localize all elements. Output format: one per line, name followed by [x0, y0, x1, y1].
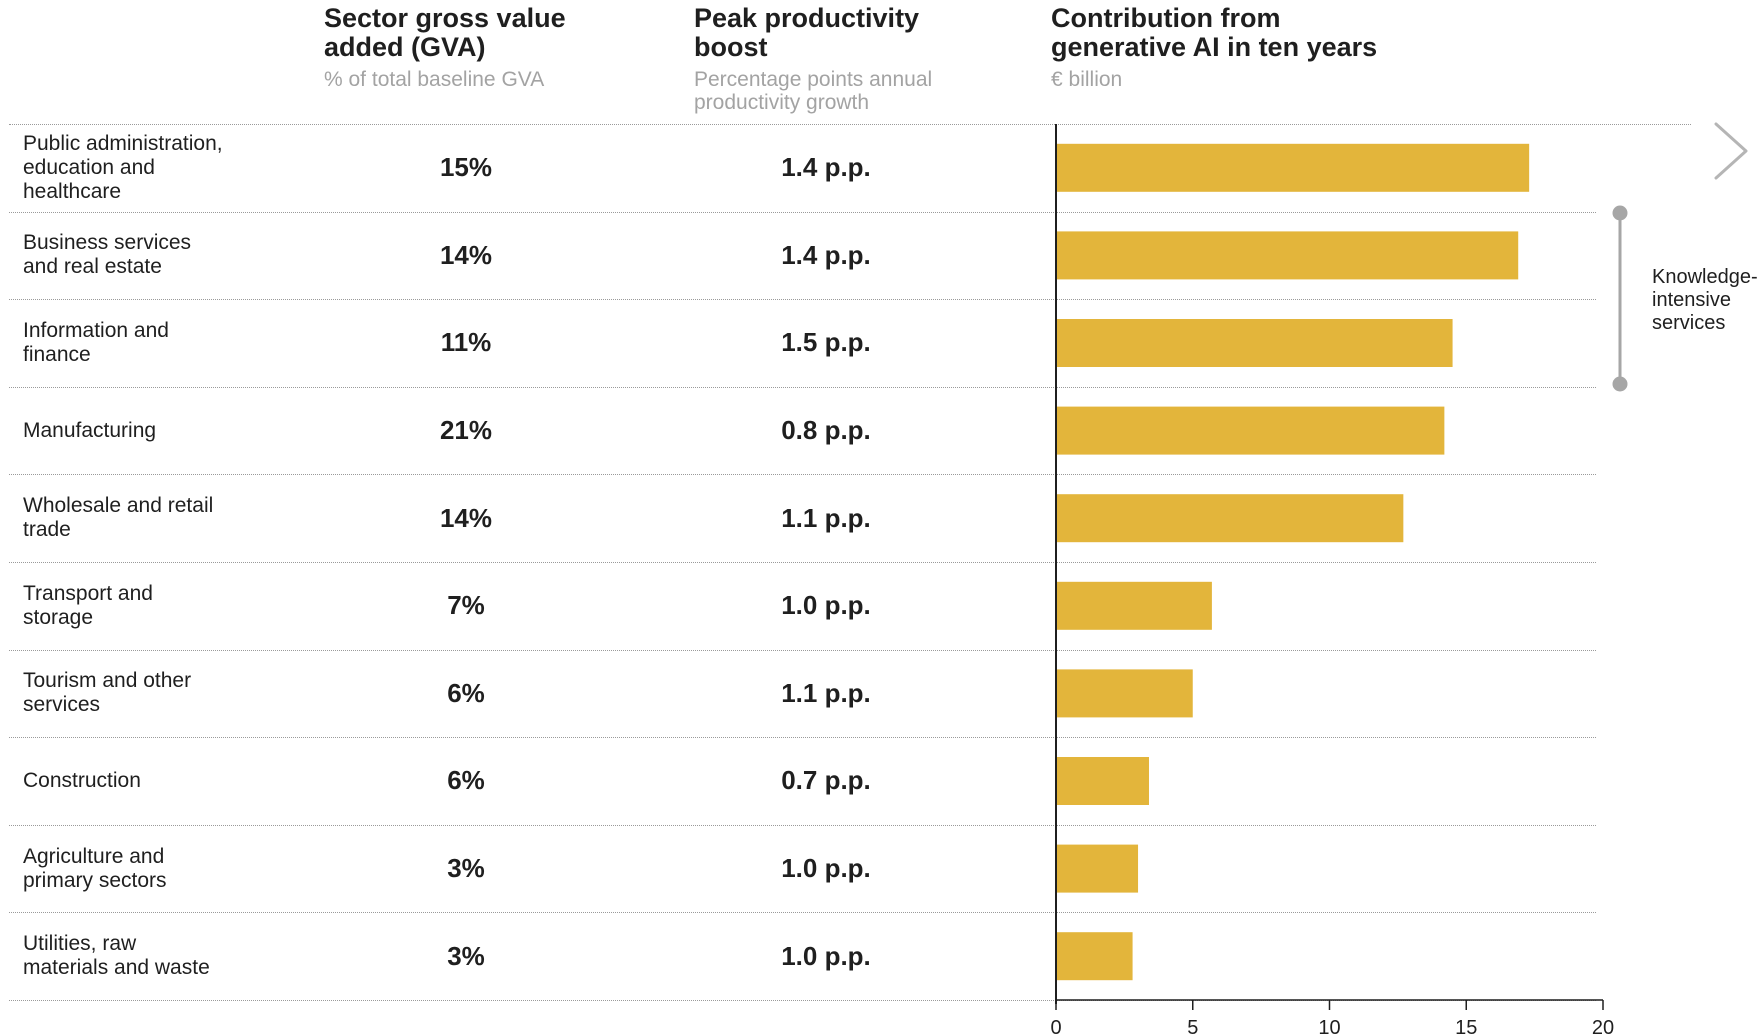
- gva-share-value: 14%: [439, 239, 493, 270]
- contribution-bar: [1056, 143, 1530, 192]
- bracket-label-line: intensive: [1652, 289, 1731, 311]
- gva-share-value: 11%: [440, 327, 492, 358]
- sector-label-line: Transport and: [23, 581, 153, 605]
- sector-label-line: and real estate: [23, 255, 162, 279]
- gva-share-value: 3%: [447, 853, 485, 884]
- gva-header-subtitle: % of total baseline GVA: [324, 68, 545, 91]
- row-separator: [9, 299, 1596, 301]
- contribution-bar: [1056, 844, 1139, 893]
- boost-header-title-line: Peak productivity: [694, 3, 920, 33]
- productivity-boost-value: 1.1 p.p.: [781, 502, 871, 533]
- sector-label-line: trade: [23, 518, 71, 542]
- gva-share-value: 3%: [447, 940, 485, 971]
- row-separator: [9, 912, 1596, 914]
- x-axis-tick-label: 20: [1592, 1017, 1614, 1036]
- sector-label-line: services: [23, 693, 101, 717]
- contribution-bar: [1056, 319, 1453, 367]
- contribution-header-title-line: generative AI in ten years: [1051, 32, 1378, 62]
- gva-share-value: 15%: [439, 152, 493, 183]
- row-separator: [9, 649, 1596, 651]
- x-axis-tick-label: 15: [1455, 1017, 1477, 1036]
- gva-header-title-line: Sector gross value: [324, 3, 566, 33]
- boost-header-title-line: boost: [694, 32, 768, 62]
- contribution-bar: [1056, 669, 1193, 718]
- sector-label-line: storage: [23, 605, 94, 629]
- x-axis-tick-label: 5: [1187, 1017, 1198, 1036]
- row-separator: [9, 124, 1691, 125]
- bracket-label-line: services: [1652, 312, 1725, 334]
- contribution-bar: [1056, 757, 1149, 805]
- contribution-header-title: Contribution from generative AI in ten y…: [1051, 4, 1377, 62]
- productivity-boost-value: 1.0 p.p.: [781, 590, 871, 621]
- sector-label-line: education and: [23, 155, 155, 179]
- sector-label-line: Wholesale and retail: [23, 494, 214, 518]
- sector-label: Manufacturing: [23, 387, 323, 475]
- productivity-boost-value: 0.7 p.p.: [781, 765, 871, 796]
- sector-label: Information and finance: [23, 299, 323, 387]
- bracket-end-dot: [1612, 205, 1628, 221]
- sector-label-line: Business services: [23, 231, 192, 255]
- sector-label-line: Public administration,: [23, 131, 223, 155]
- sector-label-line: Construction: [23, 768, 141, 792]
- chevron-right-icon[interactable]: [1714, 122, 1748, 180]
- sector-label: Business services and real estate: [23, 212, 323, 300]
- sector-label-line: Tourism and other: [23, 669, 192, 693]
- contribution-header-subtitle: € billion: [1051, 68, 1123, 91]
- boost-header-subtitle-line: productivity growth: [694, 91, 870, 114]
- productivity-boost-value: 0.8 p.p.: [781, 415, 871, 446]
- boost-column-header: Peak productivity boost Percentage point…: [694, 4, 932, 115]
- row-separator: [9, 474, 1596, 476]
- contribution-bar: [1056, 231, 1519, 280]
- row-separator: [9, 1000, 1596, 1001]
- sector-label-line: Agriculture and: [23, 844, 165, 868]
- contribution-bar: [1056, 581, 1212, 630]
- boost-header-subtitle: Percentage points annual productivity gr…: [694, 68, 932, 114]
- bracket-end-dot: [1612, 376, 1628, 392]
- productivity-boost-value: 1.4 p.p.: [781, 152, 871, 183]
- boost-header-subtitle-line: Percentage points annual: [694, 68, 933, 91]
- sector-label-line: finance: [23, 342, 91, 366]
- x-axis-tick-label: 10: [1318, 1017, 1340, 1036]
- contribution-bar: [1056, 406, 1445, 455]
- contribution-bar: [1056, 932, 1133, 981]
- gva-share-value: 7%: [447, 590, 485, 621]
- productivity-boost-value: 1.0 p.p.: [781, 940, 871, 971]
- boost-header-title: Peak productivity boost: [694, 4, 932, 62]
- sector-label-line: primary sectors: [23, 868, 167, 892]
- row-separator: [9, 211, 1596, 213]
- row-separator: [9, 386, 1596, 388]
- sector-label-line: Manufacturing: [23, 418, 157, 442]
- sector-label: Utilities, raw materials and waste: [23, 912, 323, 1000]
- contribution-column-header: Contribution from generative AI in ten y…: [1051, 4, 1377, 92]
- gva-header-title: Sector gross value added (GVA): [324, 4, 566, 62]
- productivity-boost-value: 1.1 p.p.: [781, 677, 871, 708]
- bracket-label-line: Knowledge-: [1652, 266, 1758, 288]
- gva-share-value: 21%: [439, 415, 493, 446]
- sector-label-line: Information and: [23, 318, 169, 342]
- sector-label: Public administration, education and healt…: [23, 124, 323, 212]
- productivity-boost-value: 1.0 p.p.: [781, 853, 871, 884]
- sector-label: Construction: [23, 737, 323, 825]
- row-separator: [9, 737, 1596, 739]
- x-axis-tick-label: 0: [1050, 1017, 1061, 1036]
- gva-column-header: Sector gross value added (GVA) % of tota…: [324, 4, 566, 92]
- contribution-bar: [1056, 494, 1404, 543]
- productivity-boost-value: 1.4 p.p.: [781, 239, 871, 270]
- gva-share-value: 14%: [439, 502, 493, 533]
- contribution-header-title-line: Contribution from: [1051, 3, 1281, 33]
- sector-label-line: healthcare: [23, 179, 122, 203]
- sector-label: Transport and storage: [23, 562, 323, 650]
- sector-label: Tourism and other services: [23, 650, 323, 738]
- row-separator: [9, 824, 1596, 826]
- gva-share-value: 6%: [447, 677, 485, 708]
- sector-label-line: materials and waste: [23, 956, 210, 980]
- gva-header-title-line: added (GVA): [324, 32, 486, 62]
- row-separator: [9, 562, 1596, 563]
- sector-label-line: Utilities, raw: [23, 932, 137, 956]
- gva-share-value: 6%: [447, 765, 485, 796]
- productivity-boost-value: 1.5 p.p.: [781, 327, 871, 358]
- sector-label: Wholesale and retail trade: [23, 474, 323, 562]
- sector-label: Agriculture and primary sectors: [23, 825, 323, 913]
